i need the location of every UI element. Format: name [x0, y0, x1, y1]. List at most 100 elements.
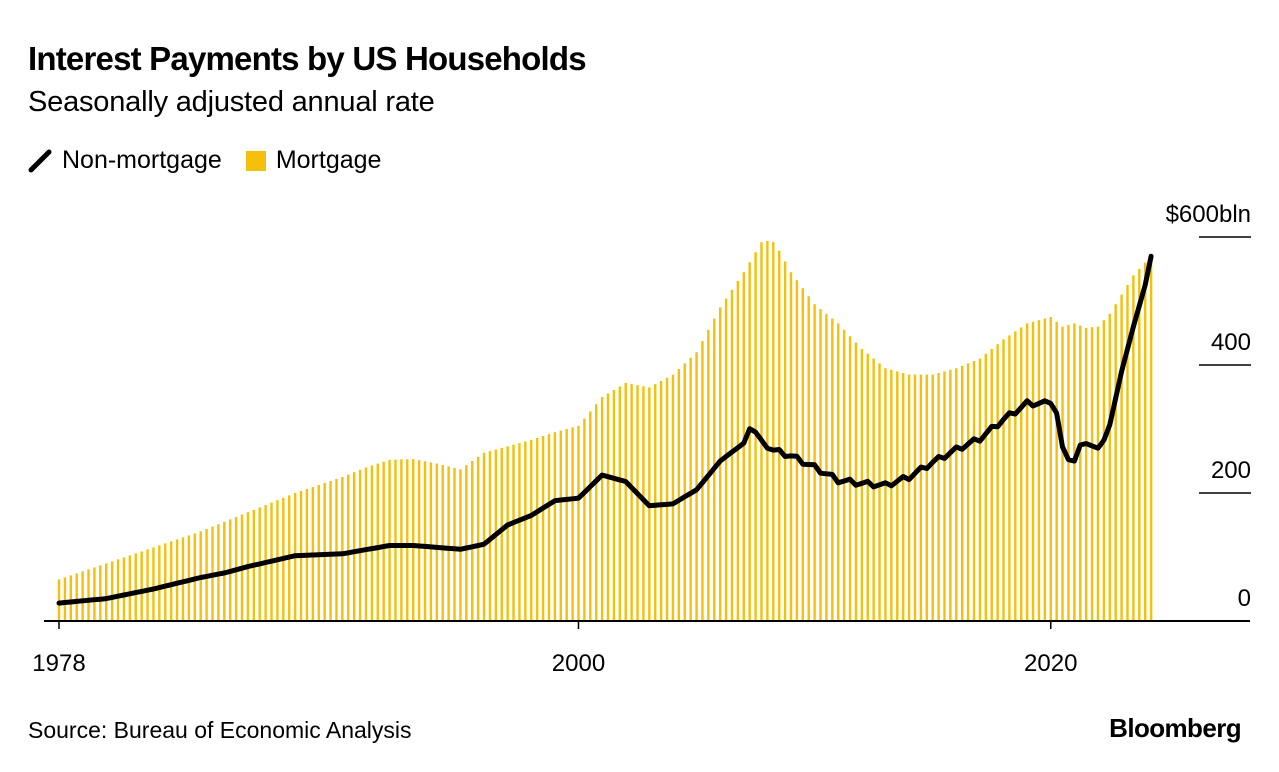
- mortgage-bar-90: [589, 411, 592, 621]
- mortgage-bar-19: [169, 541, 173, 621]
- y-tick-label-1: 400: [1211, 329, 1251, 356]
- mortgage-bar-7: [99, 565, 102, 621]
- mortgage-bar-171: [1067, 325, 1070, 621]
- mortgage-bar-56: [388, 459, 391, 621]
- mortgage-bar-172: [1073, 323, 1076, 621]
- mortgage-bar-20: [175, 539, 179, 621]
- mortgage-bar-64: [435, 463, 439, 621]
- mortgage-bar-51: [358, 469, 362, 621]
- mortgage-bar-70: [471, 461, 474, 621]
- mortgage-bar-75: [500, 447, 503, 621]
- mortgage-bar-166: [1037, 320, 1041, 621]
- mortgage-bar-83: [547, 434, 551, 621]
- mortgage-bar-131: [831, 318, 834, 621]
- mortgage-bar-0: [57, 579, 61, 621]
- mortgage-bar-102: [659, 381, 663, 621]
- mortgage-bar-150: [943, 371, 946, 621]
- square-icon: [245, 150, 266, 171]
- mortgage-bar-67: [453, 467, 456, 621]
- mortgage-bar-53: [370, 465, 374, 621]
- mortgage-bar-165: [1031, 321, 1035, 621]
- mortgage-bar-122: [777, 250, 781, 621]
- mortgage-bar-60: [411, 459, 415, 621]
- mortgage-bar-88: [577, 425, 580, 621]
- mortgage-bar-149: [937, 373, 940, 621]
- mortgage-bar-126: [801, 288, 805, 621]
- mortgage-bar-144: [907, 374, 911, 621]
- mortgage-bar-161: [1008, 335, 1011, 621]
- mortgage-bar-169: [1055, 321, 1058, 621]
- chart-subtitle: Seasonally adjusted annual rate: [28, 86, 435, 118]
- mortgage-bar-184: [1143, 262, 1147, 621]
- mortgage-bar-14: [140, 551, 143, 621]
- mortgage-bar-181: [1126, 285, 1129, 621]
- mortgage-bar-91: [594, 404, 598, 621]
- mortgage-bar-94: [612, 389, 616, 621]
- mortgage-bar-160: [1002, 339, 1005, 621]
- mortgage-bar-176: [1096, 326, 1100, 621]
- mortgage-bar-157: [984, 353, 988, 621]
- mortgage-bar-139: [878, 363, 881, 621]
- mortgage-bar-127: [807, 296, 810, 621]
- mortgage-bar-3: [75, 573, 78, 621]
- mortgage-bar-73: [488, 451, 492, 621]
- y-tick-label-2: 200: [1211, 457, 1251, 484]
- mortgage-bar-159: [996, 344, 999, 621]
- mortgage-bar-8: [105, 563, 108, 621]
- line-icon: [28, 149, 52, 172]
- mortgage-bar-168: [1049, 317, 1052, 621]
- mortgage-bar-116: [742, 272, 745, 621]
- mortgage-bar-115: [736, 281, 740, 621]
- mortgage-bar-182: [1132, 275, 1135, 621]
- mortgage-bar-59: [406, 459, 409, 621]
- mortgage-bar-87: [571, 427, 574, 621]
- mortgage-bar-158: [990, 349, 993, 621]
- mortgage-bar-164: [1025, 323, 1029, 621]
- chart-title: Interest Payments by US Households: [28, 40, 587, 77]
- mortgage-bar-174: [1084, 327, 1088, 621]
- mortgage-bar-98: [636, 385, 639, 621]
- mortgage-bar-62: [423, 461, 427, 621]
- mortgage-bar-85: [559, 430, 562, 621]
- mortgage-bar-86: [565, 429, 568, 621]
- mortgage-bar-81: [535, 437, 539, 621]
- mortgage-bar-121: [772, 241, 775, 622]
- mortgage-bar-6: [93, 567, 96, 621]
- x-tick-label-1: 2000: [552, 650, 605, 677]
- mortgage-bar-92: [600, 397, 604, 621]
- mortgage-bar-101: [654, 384, 657, 621]
- mortgage-bar-10: [116, 559, 120, 621]
- mortgage-bar-151: [949, 369, 952, 621]
- mortgage-bar-61: [417, 460, 421, 621]
- mortgage-bar-104: [671, 374, 675, 621]
- mortgage-bar-106: [683, 363, 686, 621]
- mortgage-bar-82: [541, 436, 545, 621]
- mortgage-bar-107: [689, 357, 692, 621]
- mortgage-bar-105: [677, 369, 681, 621]
- mortgage-bar-143: [901, 373, 905, 621]
- mortgage-bar-63: [429, 462, 433, 621]
- mortgage-bar-113: [724, 298, 728, 621]
- legend-item-non-mortgage: Non-mortgage: [28, 146, 222, 175]
- mortgage-bar-118: [754, 252, 757, 621]
- mortgage-bar-96: [624, 382, 627, 621]
- mortgage-bar-66: [447, 466, 450, 621]
- mortgage-bar-178: [1108, 313, 1111, 621]
- mortgage-bar-57: [394, 459, 397, 621]
- mortgage-bar-175: [1090, 327, 1094, 621]
- mortgage-bar-123: [783, 261, 787, 621]
- mortgage-bar-180: [1120, 294, 1123, 621]
- mortgage-bar-89: [583, 418, 586, 621]
- mortgage-bar-130: [825, 313, 828, 621]
- source-note: Source: Bureau of Economic Analysis: [28, 717, 412, 743]
- mortgage-bar-72: [482, 452, 486, 621]
- mortgage-bar-154: [966, 363, 970, 621]
- mortgage-bar-13: [134, 553, 137, 621]
- non-mortgage-line: [56, 253, 1154, 606]
- mortgage-bar-140: [884, 368, 887, 621]
- mortgage-bar-1: [63, 577, 67, 621]
- mortgage-bar-46: [329, 481, 332, 621]
- mortgage-bar-48: [341, 477, 344, 621]
- mortgage-bar-148: [931, 374, 934, 621]
